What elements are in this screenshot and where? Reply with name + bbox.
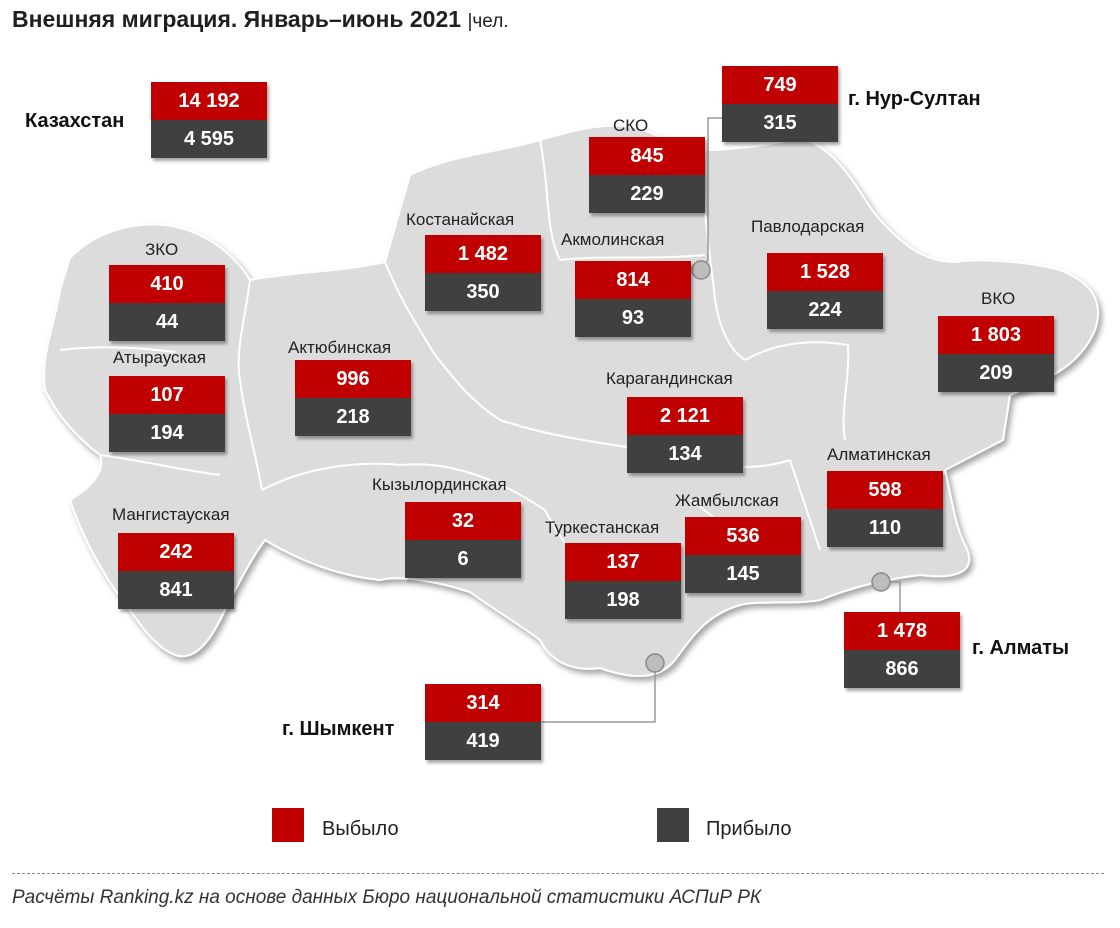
left-value: 314: [425, 684, 541, 722]
box-karaganda: 2 121 134: [627, 397, 743, 473]
left-value: 996: [295, 360, 411, 398]
arrived-value: 194: [109, 414, 225, 452]
region-name-shymkent: г. Шымкент: [282, 718, 395, 740]
box-zko: 410 44: [109, 265, 225, 341]
region-name-kostanay: Костанайская: [406, 210, 515, 229]
arrived-value: 229: [589, 175, 705, 213]
arrived-value: 350: [425, 273, 541, 311]
box-kyzylorda: 32 6: [405, 502, 521, 578]
left-value: 2 121: [627, 397, 743, 435]
box-atyrau: 107 194: [109, 376, 225, 452]
arrived-value: 110: [827, 509, 943, 547]
box-vko: 1 803 209: [938, 316, 1054, 392]
region-name-aktobe: Актюбинская: [288, 338, 392, 357]
arrived-value: 841: [118, 571, 234, 609]
arrived-value: 93: [575, 299, 691, 337]
legend-arrived-label: Прибыло: [706, 818, 792, 840]
left-value: 1 803: [938, 316, 1054, 354]
legend-arrived-swatch: [657, 808, 689, 842]
left-value: 137: [565, 543, 681, 581]
left-value: 107: [109, 376, 225, 414]
arrived-value: 145: [685, 555, 801, 593]
left-value: 1 482: [425, 235, 541, 273]
arrived-value: 4 595: [151, 120, 267, 158]
left-value: 410: [109, 265, 225, 303]
left-value: 749: [722, 66, 838, 104]
page-title: Внешняя миграция. Январь–июнь 2021 |чел.: [12, 6, 509, 33]
legend-left-label: Выбыло: [322, 818, 399, 840]
box-nur-sultan: 749 315: [722, 66, 838, 142]
box-mangystau: 242 841: [118, 533, 234, 609]
arrived-value: 224: [767, 291, 883, 329]
box-kostanay: 1 482 350: [425, 235, 541, 311]
legend-left-swatch: [272, 808, 304, 842]
region-name-kyzylorda: Кызылординская: [372, 475, 507, 494]
left-value: 598: [827, 471, 943, 509]
region-name-atyrau: Атырауская: [113, 348, 206, 367]
unit-label: |чел.: [467, 11, 509, 32]
arrived-value: 134: [627, 435, 743, 473]
region-name-almaty-region: Алматинская: [827, 445, 931, 464]
region-name-karaganda: Карагандинская: [606, 369, 733, 388]
left-value: 242: [118, 533, 234, 571]
box-pavlodar: 1 528 224: [767, 253, 883, 329]
arrived-value: 44: [109, 303, 225, 341]
region-name-sko: СКО: [613, 116, 649, 135]
box-akmola: 814 93: [575, 261, 691, 337]
divider: [12, 873, 1104, 874]
box-almaty-region: 598 110: [827, 471, 943, 547]
shymkent-marker: [645, 653, 665, 673]
box-turkestan: 137 198: [565, 543, 681, 619]
region-name-mangystau: Мангистауская: [112, 505, 230, 524]
region-name-akmola: Акмолинская: [561, 230, 665, 249]
box-shymkent: 314 419: [425, 684, 541, 760]
box-kazakhstan: 14 192 4 595: [151, 82, 267, 158]
left-value: 845: [589, 137, 705, 175]
region-name-kazakhstan: Казахстан: [25, 110, 125, 132]
region-name-zhambyl: Жамбылская: [675, 491, 779, 510]
region-name-pavlodar: Павлодарская: [751, 217, 865, 236]
left-value: 536: [685, 517, 801, 555]
region-name-vko: ВКО: [981, 289, 1016, 308]
box-almaty-city: 1 478 866: [844, 612, 960, 688]
region-name-almaty-city: г. Алматы: [972, 637, 1070, 659]
nur-sultan-marker: [691, 260, 711, 280]
left-value: 1 528: [767, 253, 883, 291]
box-zhambyl: 536 145: [685, 517, 801, 593]
box-aktobe: 996 218: [295, 360, 411, 436]
almaty-marker: [871, 572, 891, 592]
left-value: 32: [405, 502, 521, 540]
title-text: Внешняя миграция. Январь–июнь 2021: [12, 6, 462, 32]
arrived-value: 315: [722, 104, 838, 142]
arrived-value: 866: [844, 650, 960, 688]
arrived-value: 198: [565, 581, 681, 619]
left-value: 1 478: [844, 612, 960, 650]
region-name-turkestan: Туркестанская: [545, 518, 660, 537]
arrived-value: 419: [425, 722, 541, 760]
left-value: 14 192: [151, 82, 267, 120]
source-note: Расчёты Ranking.kz на основе данных Бюро…: [12, 887, 762, 908]
arrived-value: 218: [295, 398, 411, 436]
arrived-value: 209: [938, 354, 1054, 392]
arrived-value: 6: [405, 540, 521, 578]
left-value: 814: [575, 261, 691, 299]
region-name-nur-sultan: г. Нур-Султан: [848, 88, 981, 110]
box-sko: 845 229: [589, 137, 705, 213]
region-name-zko: ЗКО: [145, 240, 179, 259]
